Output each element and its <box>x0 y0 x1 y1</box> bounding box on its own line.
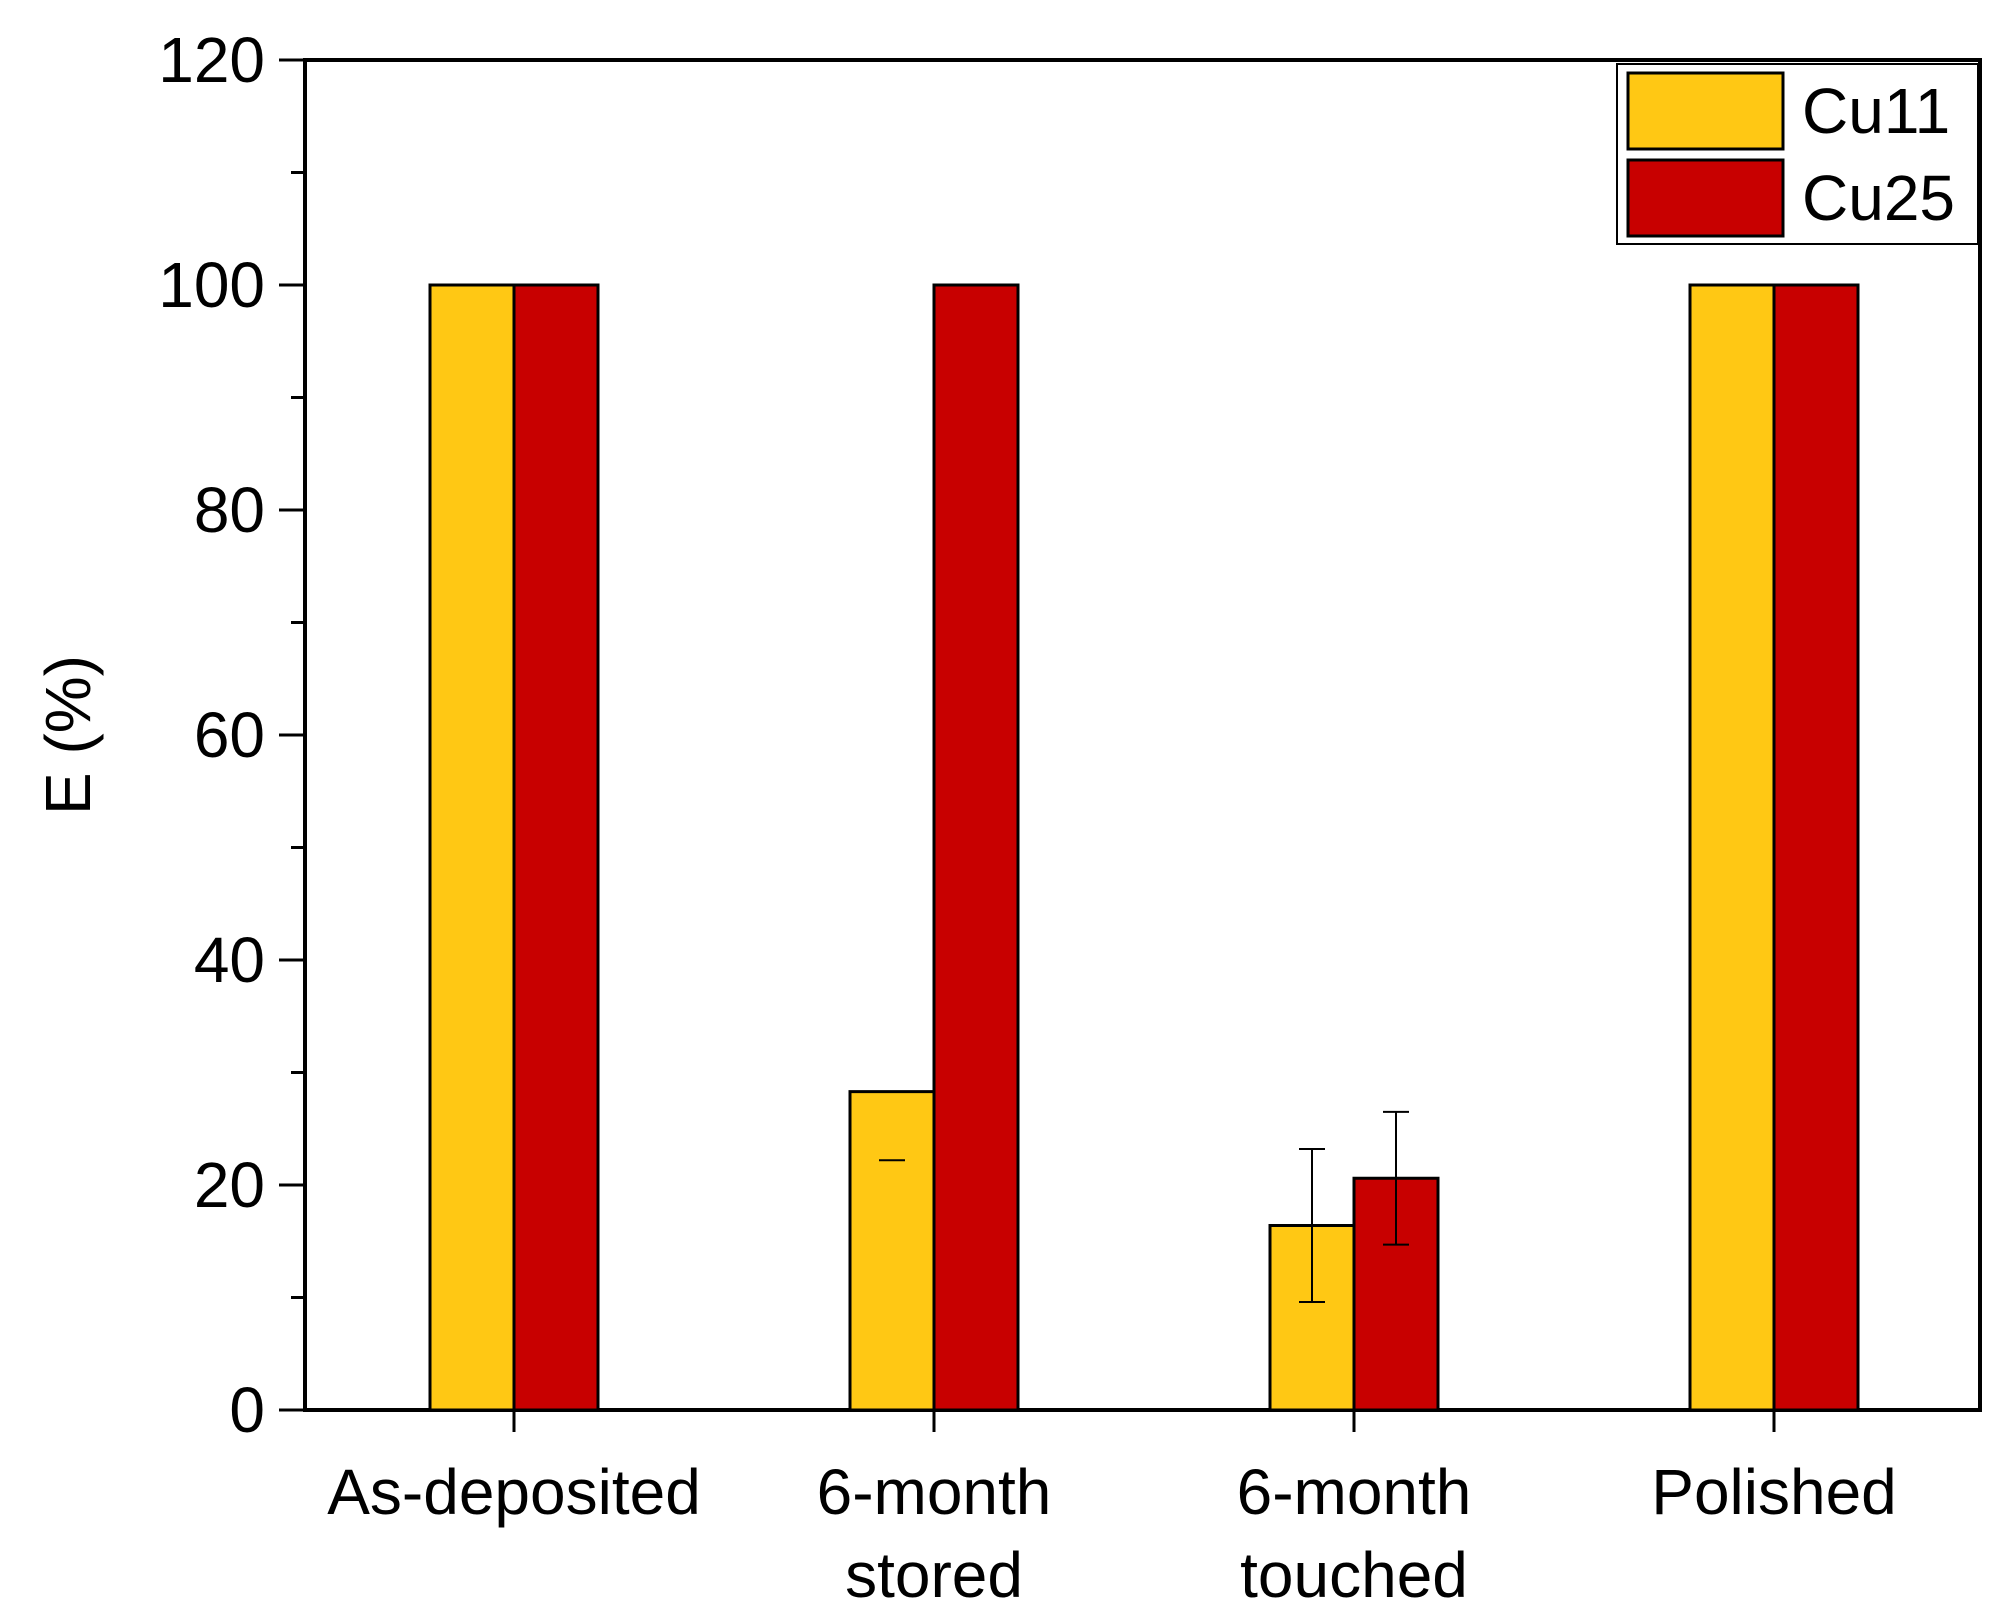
x-tick-label: Polished <box>1651 1456 1897 1528</box>
y-tick-label: 60 <box>194 699 265 771</box>
x-tick-label: touched <box>1240 1539 1468 1611</box>
bar-cu25-2 <box>1352 1176 1440 1412</box>
x-tick-label: 6-month <box>1237 1456 1472 1528</box>
y-minor-ticks <box>291 171 305 1299</box>
bar-cu11-1 <box>848 1090 936 1412</box>
legend-label-cu25: Cu25 <box>1802 162 1955 234</box>
y-tick-label: 80 <box>194 474 265 546</box>
bar-cu11-0 <box>428 283 516 1412</box>
x-tick-label: 6-month <box>817 1456 1052 1528</box>
bar-cu25-3 <box>1772 283 1860 1412</box>
legend: Cu11 Cu25 <box>1616 63 1979 245</box>
y-tick-label: 120 <box>158 24 265 96</box>
bars <box>428 283 1860 1412</box>
y-tick-label: 100 <box>158 249 265 321</box>
bar-cu11-3 <box>1688 283 1776 1412</box>
x-ticks <box>512 1410 1776 1432</box>
legend-label-cu11: Cu11 <box>1802 75 1950 147</box>
legend-swatch-cu11 <box>1626 71 1785 151</box>
y-tick-label: 20 <box>194 1149 265 1221</box>
legend-swatch-cu25 <box>1626 158 1785 238</box>
x-tick-label: stored <box>845 1539 1023 1611</box>
y-tick-label: 40 <box>194 924 265 996</box>
bar-cu25-1 <box>932 283 1020 1412</box>
y-major-ticks: 0 20 40 60 80 100 120 <box>158 24 305 1446</box>
y-axis-title: E (%) <box>32 655 104 815</box>
bar-cu25-0 <box>512 283 600 1412</box>
error-bars <box>879 1110 1409 1303</box>
x-tick-label: As-deposited <box>327 1456 701 1528</box>
y-tick-label: 0 <box>229 1374 265 1446</box>
category-labels: As-deposited 6-month stored 6-month touched P… <box>327 1456 1897 1611</box>
